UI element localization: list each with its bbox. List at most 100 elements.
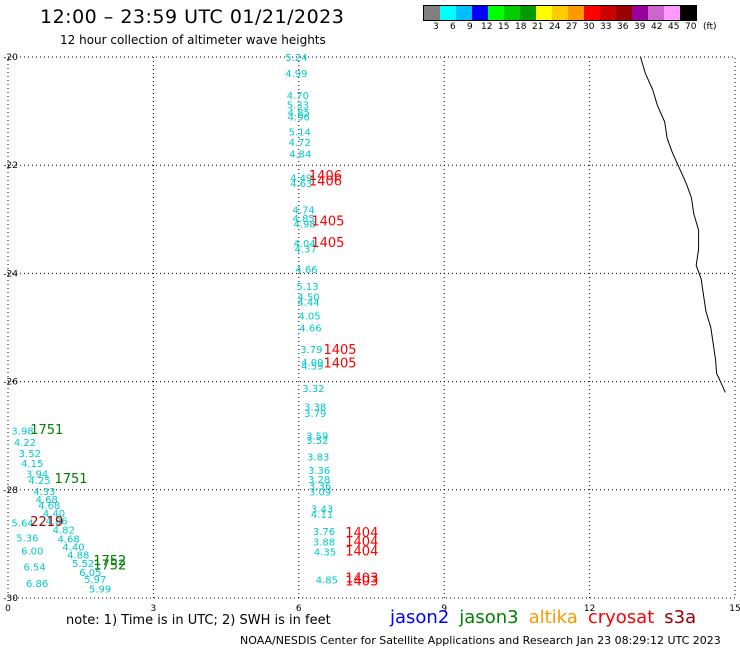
legend-swatch bbox=[584, 6, 600, 20]
legend-swatch bbox=[568, 6, 584, 20]
pass-time-label: 1752 bbox=[93, 554, 126, 569]
legend-swatch bbox=[600, 6, 616, 20]
wave-height-label: 5.52 bbox=[72, 559, 94, 570]
wave-height-label: 4.72 bbox=[289, 138, 311, 149]
legend-swatch bbox=[536, 6, 552, 20]
coastline bbox=[640, 56, 726, 393]
legend-tick-label: 42 bbox=[651, 22, 663, 32]
legend-tick-label: 33 bbox=[600, 22, 612, 32]
wave-height-label: 3.32 bbox=[302, 384, 324, 395]
legend-tick-label: 9 bbox=[467, 22, 473, 32]
plot-frame bbox=[7, 56, 736, 599]
pass-time-label: 1404 bbox=[345, 544, 378, 559]
wave-height-label: 4.84 bbox=[289, 149, 311, 160]
wave-height-label: 3.83 bbox=[307, 452, 329, 463]
satellite-name-jason3: jason3 bbox=[459, 607, 519, 628]
pass-time-label: 1405 bbox=[323, 343, 356, 358]
legend-tick-label: 6 bbox=[450, 22, 456, 32]
wave-height-label: 4.40 bbox=[43, 509, 65, 520]
legend-swatch bbox=[424, 6, 440, 20]
x-tick-label: 3 bbox=[151, 604, 157, 614]
chart-title: 12:00 – 23:59 UTC 01/21/2023 bbox=[40, 6, 345, 28]
wave-height-label: 3.52 bbox=[19, 449, 41, 460]
wave-height-label: 3.79 bbox=[300, 345, 322, 356]
wave-height-label: 4.68 bbox=[36, 495, 58, 506]
wave-height-label: 4.85 bbox=[288, 108, 310, 119]
wave-height-label: 4.74 bbox=[293, 206, 315, 217]
satellite-legend: jason2 jason3 altika cryosat s3a bbox=[390, 607, 706, 628]
wave-height-label: 4.99 bbox=[285, 69, 307, 80]
pass-time-label: 1405 bbox=[311, 214, 344, 229]
wave-height-label: 4.05 bbox=[298, 312, 320, 323]
x-tick-label: 15 bbox=[729, 604, 740, 614]
wave-height-label: 4.22 bbox=[14, 438, 36, 449]
wave-height-label: 4.68 bbox=[38, 501, 60, 512]
wave-height-label: 5.64 bbox=[11, 518, 33, 529]
legend-tick-label: 3 bbox=[433, 22, 439, 32]
wave-height-label: 6.05 bbox=[79, 568, 101, 579]
wave-height-label: 3.52 bbox=[306, 436, 328, 447]
legend-swatch bbox=[616, 6, 632, 20]
wave-height-label: 4.35 bbox=[314, 547, 336, 558]
pass-time-label: 1752 bbox=[93, 558, 126, 573]
wave-height-label: 6.00 bbox=[21, 546, 43, 557]
wave-height-label: 3.36 bbox=[309, 481, 331, 492]
wave-height-label: 5.36 bbox=[16, 533, 38, 544]
wave-height-label: 4.37 bbox=[294, 245, 316, 256]
wave-height-label: 4.25 bbox=[28, 476, 50, 487]
pass-time-label: 2219 bbox=[30, 515, 63, 530]
wave-height-label: 6.54 bbox=[24, 563, 46, 574]
pass-time-label: 1406 bbox=[309, 169, 342, 184]
legend-swatch bbox=[664, 6, 680, 20]
legend-swatch bbox=[488, 6, 504, 20]
x-tick-label: 0 bbox=[5, 604, 11, 614]
pass-time-label: 1403 bbox=[345, 575, 378, 590]
wave-height-label: 4.82 bbox=[53, 525, 75, 536]
legend-swatch bbox=[440, 6, 456, 20]
y-tick-label: -28 bbox=[3, 486, 18, 496]
wave-height-label: 3.76 bbox=[313, 527, 335, 538]
pass-time-label: 1751 bbox=[30, 423, 63, 438]
legend-swatch bbox=[504, 6, 520, 20]
wave-height-label: 4.11 bbox=[311, 510, 333, 521]
wave-height-label: 3.43 bbox=[311, 505, 333, 516]
wave-height-label: 5.97 bbox=[84, 575, 106, 586]
satellite-name-altika: altika bbox=[528, 607, 578, 628]
wave-height-label: 4.33 bbox=[33, 487, 55, 498]
x-tick-label: 9 bbox=[441, 604, 447, 614]
wave-height-label: 4.96 bbox=[288, 113, 310, 124]
pass-time-label: 1404 bbox=[345, 526, 378, 541]
legend-tick-label: 39 bbox=[634, 22, 646, 32]
wave-height-label: 4.59 bbox=[301, 361, 323, 372]
legend-swatch bbox=[520, 6, 536, 20]
wave-height-label: 4.40 bbox=[62, 543, 84, 554]
wave-height-label: 3.79 bbox=[304, 409, 326, 420]
wave-height-label: 3.28 bbox=[308, 475, 330, 486]
legend-swatch bbox=[648, 6, 664, 20]
color-scale-legend bbox=[423, 5, 697, 21]
wave-height-label: 3.98 bbox=[11, 426, 33, 437]
wave-height-label: 3.36 bbox=[308, 466, 330, 477]
wave-height-label: 4.66 bbox=[299, 324, 321, 335]
wave-height-label: 4.66 bbox=[295, 265, 317, 276]
chart-subtitle: 12 hour collection of altimeter wave hei… bbox=[60, 33, 326, 47]
legend-swatch bbox=[552, 6, 568, 20]
pass-time-label: 1406 bbox=[309, 174, 342, 189]
legend-tick-label: 24 bbox=[549, 22, 561, 32]
x-tick-label: 12 bbox=[584, 604, 595, 614]
wave-height-label: 6.86 bbox=[26, 579, 48, 590]
x-tick-label: 6 bbox=[296, 604, 302, 614]
y-tick-label: -26 bbox=[3, 378, 18, 388]
legend-tick-label: 36 bbox=[617, 22, 629, 32]
satellite-name-s3a: s3a bbox=[664, 607, 697, 628]
legend-tick-label: 21 bbox=[532, 22, 544, 32]
wave-height-label: 5.99 bbox=[89, 584, 111, 595]
wave-height-label: 3.38 bbox=[304, 402, 326, 413]
satellite-name-jason2: jason2 bbox=[390, 607, 450, 628]
satellite-name-cryosat: cryosat bbox=[587, 607, 655, 628]
legend-tick-label: 15 bbox=[498, 22, 510, 32]
chart-note: note: 1) Time is in UTC; 2) SWH is in fe… bbox=[66, 613, 331, 628]
chart-footer: NOAA/NESDIS Center for Satellite Applica… bbox=[240, 634, 721, 647]
wave-height-label: 5.24 bbox=[285, 53, 307, 64]
pass-time-label: 1405 bbox=[323, 357, 356, 372]
